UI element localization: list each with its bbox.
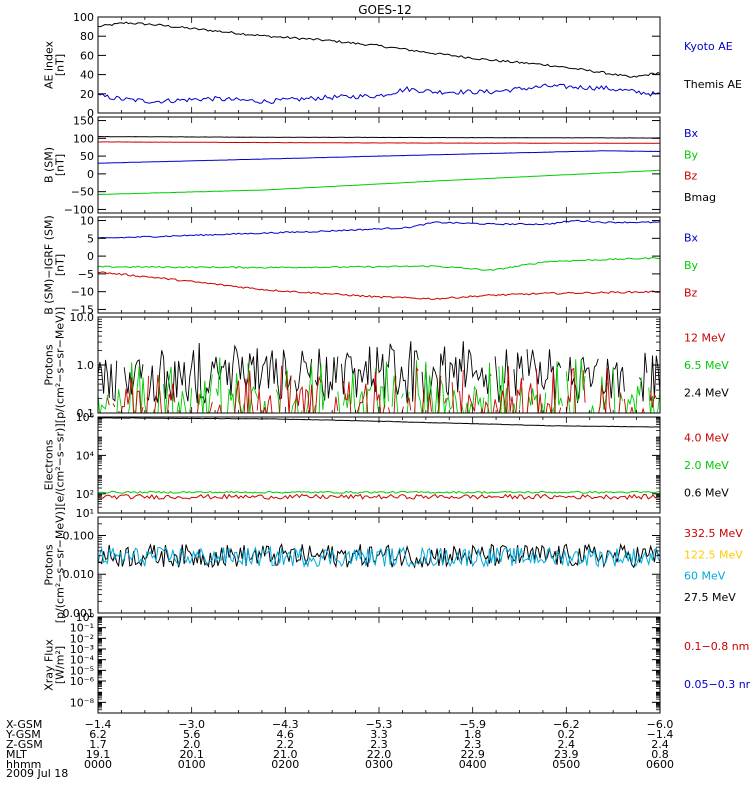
legend-label: Bx (684, 127, 699, 140)
y-tick-label: −50 (71, 186, 94, 199)
y-tick-label: 50 (80, 150, 94, 163)
y-tick-label: 0 (87, 168, 94, 181)
series-group (98, 137, 660, 195)
plot-title: GOES-12 (358, 3, 412, 17)
y-axis-label: Protons[p/(cm²−s−sr−MeV)] (43, 307, 67, 423)
panel-frame (98, 17, 660, 113)
legend-label: Bz (684, 170, 698, 183)
x-axis-tick-label: 0100 (178, 758, 206, 771)
y-tick-label: 10⁻⁸ (70, 696, 95, 709)
series-group (98, 544, 660, 567)
legend-label: 0.6 MeV (684, 486, 729, 499)
panel-6: 0.0010.0100.100Protons[p/(cm²−s−sr−MeV)]… (43, 507, 744, 623)
series-line (98, 491, 660, 493)
legend-label: 4.0 MeV (684, 432, 729, 445)
legend-label: Kyoto AE (684, 40, 733, 53)
panel-frame (98, 117, 660, 213)
y-axis-label: B (SM)−IGRF (SM)[nT] (43, 215, 67, 315)
series-line (98, 137, 660, 139)
x-axis-tick-label: 0500 (552, 758, 580, 771)
legend-label: 0.05−0.3 nr (684, 678, 750, 691)
y-tick-label: 1.0 (77, 359, 95, 372)
x-axis-tick-label: 0200 (271, 758, 299, 771)
series-line (98, 84, 660, 103)
legend-label: By (684, 259, 699, 272)
legend-label: 2.0 MeV (684, 459, 729, 472)
y-tick-label: 20 (80, 88, 94, 101)
panel-frame (98, 617, 660, 713)
series-line (98, 170, 660, 194)
y-tick-label: 0.010 (63, 568, 95, 581)
series-group (98, 22, 660, 103)
y-tick-label: 80 (80, 30, 94, 43)
y-tick-label: 10² (76, 488, 94, 501)
legend-label: 60 MeV (684, 570, 726, 583)
x-axis-tick-label: 0000 (84, 758, 112, 771)
y-tick-label: 100 (73, 132, 94, 145)
y-tick-label: 5 (87, 232, 94, 245)
series-group (98, 341, 660, 415)
y-tick-label: −10 (71, 286, 94, 299)
series-line (98, 22, 660, 77)
series-line (98, 258, 660, 271)
panel-frame (98, 517, 660, 613)
y-tick-label: 10 (80, 215, 94, 228)
panel-5: 10¹ 10² 10⁴ 10⁶ Electrons[e/(cm²−s−sr)] 4.0 M… (43, 411, 730, 520)
y-tick-label: 10⁰ (76, 611, 95, 624)
legend-label: 27.5 MeV (684, 591, 736, 604)
x-axis-tick-label: 0600 (646, 758, 674, 771)
legend-label: 12 MeV (684, 332, 726, 345)
y-tick-label: 150 (73, 115, 94, 128)
series-line (98, 544, 660, 567)
legend-label: Bz (684, 286, 698, 299)
y-axis-label: B (SM)[nT] (43, 147, 67, 183)
series-line (98, 142, 660, 144)
x-axis-tick-label: 0400 (459, 758, 487, 771)
legend-label: Bmag (684, 191, 716, 204)
date-label: 2009 Jul 18 (6, 767, 68, 780)
y-tick-label: 0.100 (63, 529, 95, 542)
series-line (98, 151, 660, 164)
legend-label: Themis AE (683, 78, 742, 91)
y-tick-label: 10⁴ (76, 449, 95, 462)
panel-frame (98, 217, 660, 313)
y-tick-label: 0 (87, 250, 94, 263)
series-line (98, 272, 660, 300)
legend-label: 122.5 MeV (684, 548, 743, 561)
legend-label: By (684, 148, 699, 161)
y-tick-label: 40 (80, 69, 94, 82)
y-tick-label: 10⁶ (76, 411, 95, 424)
y-tick-label: 10.0 (70, 311, 95, 324)
legend-label: 6.5 MeV (684, 359, 729, 372)
legend-label: 2.4 MeV (684, 386, 729, 399)
series-group (98, 220, 660, 299)
y-tick-label: 10¹ (76, 507, 94, 520)
y-axis-label: Protons[p/(cm²−s−sr−MeV)] (43, 507, 67, 623)
y-axis-label: Electrons[e/(cm²−s−sr)] (43, 423, 67, 506)
y-axis-label: Xray Flux[W/m²] (43, 639, 67, 691)
x-axis-tick-label: 0300 (365, 758, 393, 771)
series-group (98, 418, 660, 499)
y-tick-label: 60 (80, 49, 94, 62)
y-axis-label: AE index[nT] (43, 40, 67, 89)
legend-label: 0.1−0.8 nm (684, 640, 749, 653)
y-tick-label: −5 (78, 268, 94, 281)
series-line (98, 495, 660, 500)
legend-label: 332.5 MeV (684, 527, 743, 540)
legend-label: Bx (684, 232, 699, 245)
y-tick-label: 100 (73, 11, 94, 24)
